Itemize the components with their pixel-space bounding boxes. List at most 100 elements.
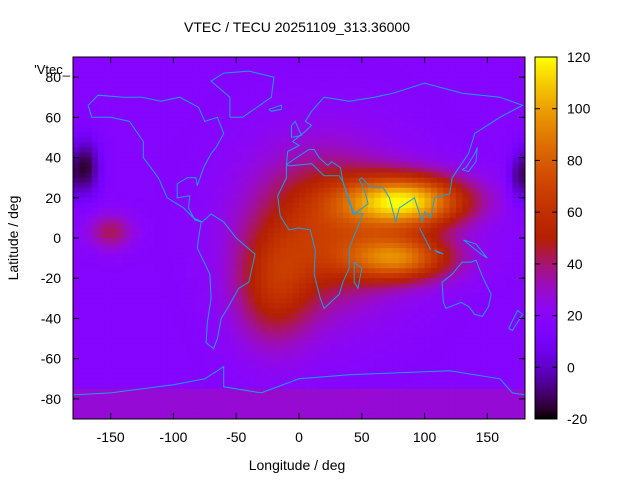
heatmap-cell	[330, 62, 338, 68]
heatmap-cell	[342, 278, 350, 284]
heatmap-cell	[204, 207, 212, 214]
heatmap-cell	[449, 227, 457, 234]
heatmap-cell	[506, 167, 513, 174]
heatmap-cell	[305, 227, 313, 234]
heatmap-cell	[204, 157, 212, 164]
heatmap-cell	[386, 162, 394, 169]
heatmap-cell	[198, 298, 206, 304]
heatmap-cell	[468, 207, 476, 214]
heatmap-cell	[368, 308, 375, 314]
heatmap-cell	[512, 187, 520, 194]
heatmap-cell	[518, 157, 526, 164]
heatmap-cell	[474, 122, 482, 128]
heatmap-cell	[493, 62, 501, 68]
heatmap-cell	[412, 288, 419, 294]
heatmap-cell	[481, 232, 488, 239]
heatmap-cell	[261, 132, 269, 138]
heatmap-cell	[355, 107, 363, 113]
heatmap-cell	[217, 117, 225, 123]
heatmap-cell	[506, 212, 513, 219]
heatmap-cell	[186, 293, 193, 299]
heatmap-cell	[386, 348, 394, 355]
heatmap-cell	[405, 57, 413, 63]
heatmap-cell	[248, 207, 256, 214]
heatmap-cell	[342, 87, 350, 93]
heatmap-cell	[173, 172, 181, 179]
heatmap-cell	[449, 373, 457, 380]
heatmap-cell	[79, 393, 87, 400]
heatmap-cell	[455, 127, 463, 133]
heatmap-cell	[223, 192, 231, 199]
heatmap-cell	[179, 268, 187, 274]
heatmap-cell	[424, 132, 432, 138]
heatmap-cell	[167, 207, 174, 214]
heatmap-cell	[286, 383, 294, 390]
heatmap-cell	[437, 273, 444, 279]
heatmap-cell	[173, 243, 181, 249]
heatmap-cell	[399, 57, 407, 63]
heatmap-cell	[493, 338, 501, 345]
heatmap-cell	[79, 217, 87, 224]
heatmap-cell	[273, 303, 281, 309]
heatmap-cell	[305, 398, 313, 405]
heatmap-cell	[179, 77, 187, 83]
heatmap-cell	[280, 383, 287, 390]
heatmap-cell	[110, 67, 118, 73]
heatmap-cell	[154, 253, 162, 259]
heatmap-cell	[186, 107, 193, 113]
heatmap-cell	[142, 122, 149, 128]
heatmap-cell	[192, 288, 200, 294]
heatmap-cell	[418, 107, 426, 113]
heatmap-cell	[493, 137, 501, 143]
heatmap-cell	[468, 298, 476, 304]
heatmap-cell	[418, 97, 426, 103]
heatmap-cell	[173, 328, 181, 335]
heatmap-cell	[292, 393, 300, 400]
heatmap-cell	[292, 112, 300, 118]
heatmap-cell	[236, 212, 243, 219]
heatmap-cell	[280, 258, 287, 264]
heatmap-cell	[242, 273, 250, 279]
heatmap-cell	[179, 97, 187, 103]
heatmap-cell	[317, 57, 325, 63]
heatmap-cell	[468, 112, 476, 118]
heatmap-cell	[261, 283, 269, 289]
heatmap-cell	[487, 222, 495, 229]
heatmap-cell	[386, 222, 394, 229]
heatmap-cell	[493, 152, 501, 159]
heatmap-cell	[462, 388, 469, 395]
heatmap-cell	[116, 202, 124, 209]
heatmap-cell	[462, 162, 469, 169]
heatmap-cell	[481, 263, 488, 269]
heatmap-cell	[349, 152, 356, 159]
heatmap-cell	[462, 87, 469, 93]
heatmap-cell	[299, 217, 306, 224]
heatmap-cell	[305, 388, 313, 395]
heatmap-cell	[167, 222, 174, 229]
heatmap-cell	[286, 82, 294, 88]
heatmap-cell	[349, 92, 356, 98]
heatmap-cell	[393, 273, 400, 279]
heatmap-cell	[336, 112, 344, 118]
heatmap-cell	[148, 127, 156, 133]
heatmap-cell	[361, 283, 369, 289]
heatmap-cell	[455, 268, 463, 274]
heatmap-cell	[211, 358, 218, 365]
heatmap-cell	[160, 238, 168, 244]
heatmap-cell	[355, 152, 363, 159]
heatmap-cell	[229, 57, 237, 63]
heatmap-cell	[386, 112, 394, 118]
heatmap-cell	[462, 383, 469, 390]
heatmap-cell	[355, 323, 363, 329]
heatmap-cell	[468, 107, 476, 113]
heatmap-cell	[462, 248, 469, 254]
heatmap-cell	[418, 152, 426, 159]
heatmap-cell	[211, 288, 218, 294]
heatmap-cell	[104, 333, 112, 340]
heatmap-cell	[418, 358, 426, 365]
heatmap-cell	[179, 283, 187, 289]
heatmap-cell	[424, 373, 432, 380]
heatmap-cell	[91, 67, 99, 73]
heatmap-cell	[399, 378, 407, 385]
heatmap-cell	[386, 263, 394, 269]
